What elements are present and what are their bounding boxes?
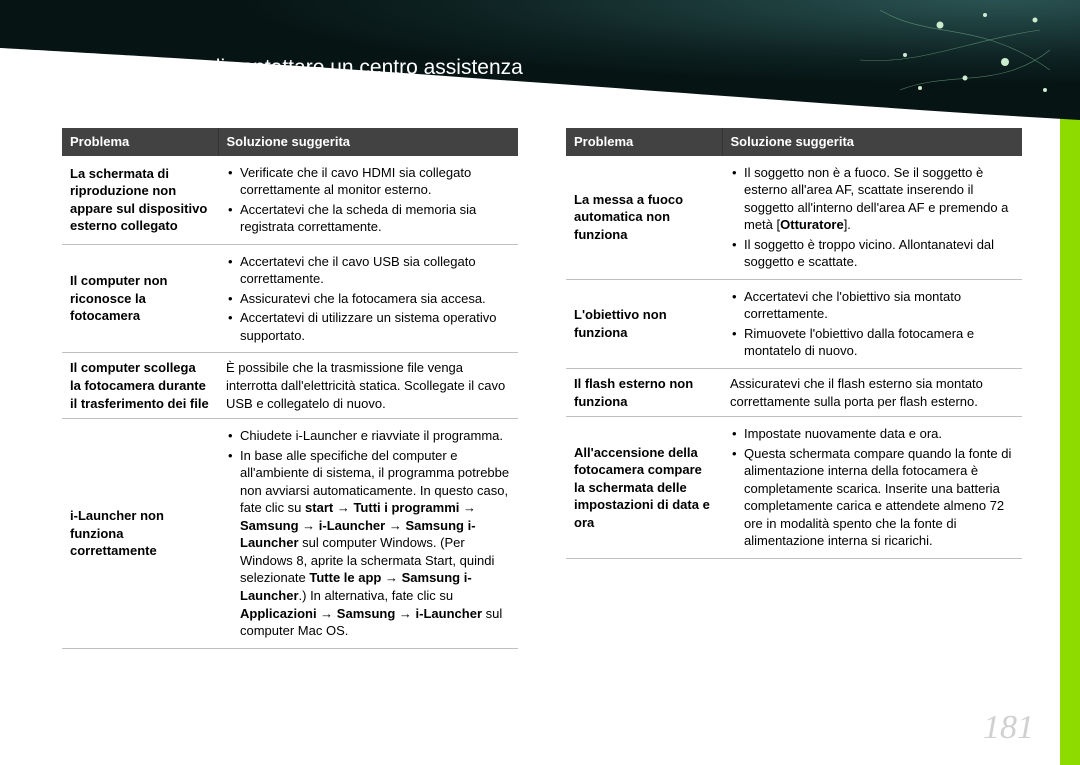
problem-cell: Il computer non riconosce la fotocamera (62, 244, 218, 353)
solution-cell: Assicuratevi che il flash esterno sia mo… (722, 369, 1022, 417)
troubleshoot-table-right: Problema Soluzione suggerita La messa a … (566, 128, 1022, 559)
list-item: Assicuratevi che la fotocamera sia acces… (226, 290, 510, 308)
breadcrumb: Appendice > (66, 61, 148, 77)
table-row: Il computer scollega la fotocamera duran… (62, 353, 518, 419)
problem-cell: La messa a fuoco automatica non funziona (566, 156, 722, 280)
table-row: Il computer non riconosce la fotocameraA… (62, 244, 518, 353)
th-problem: Problema (566, 128, 722, 156)
list-item: In base alle specifiche del computer e a… (226, 447, 510, 640)
list-item: Questa schermata compare quando la fonte… (730, 445, 1014, 550)
list-item: Accertatevi che l'obiettivo sia montato … (730, 288, 1014, 323)
solution-cell: Accertatevi che il cavo USB sia collegat… (218, 244, 518, 353)
solution-cell: Chiudete i-Launcher e riavviate il progr… (218, 419, 518, 649)
troubleshoot-table-left: Problema Soluzione suggerita La schermat… (62, 128, 518, 649)
table-row: La schermata di riproduzione non appare … (62, 156, 518, 245)
solution-cell: Accertatevi che l'obiettivo sia montato … (722, 279, 1022, 368)
list-item: Rimuovete l'obiettivo dalla fotocamera e… (730, 325, 1014, 360)
th-problem: Problema (62, 128, 218, 156)
solution-list: Accertatevi che il cavo USB sia collegat… (226, 253, 510, 345)
list-item: Chiudete i-Launcher e riavviate il progr… (226, 427, 510, 445)
list-item: Il soggetto è troppo vicino. Allontanate… (730, 236, 1014, 271)
problem-cell: Il computer scollega la fotocamera duran… (62, 353, 218, 419)
page: Appendice > Prima di contattare un centr… (0, 0, 1080, 765)
list-item: Accertatevi che il cavo USB sia collegat… (226, 253, 510, 288)
list-item: Accertatevi di utilizzare un sistema ope… (226, 309, 510, 344)
right-column: Problema Soluzione suggerita La messa a … (566, 128, 1022, 649)
table-row: i-Launcher non funziona correttamente Chi… (62, 419, 518, 649)
solution-list: Il soggetto non è a fuoco. Se il soggett… (730, 164, 1014, 271)
solution-text: Assicuratevi che il flash esterno sia mo… (730, 376, 983, 409)
table-row: Il flash esterno non funzionaAssicuratev… (566, 369, 1022, 417)
th-solution: Soluzione suggerita (218, 128, 518, 156)
table-row: L'obiettivo non funzionaAccertatevi che … (566, 279, 1022, 368)
table-row: La messa a fuoco automatica non funziona… (566, 156, 1022, 280)
page-title: Prima di contattare un centro assistenza (148, 56, 523, 79)
content-area: Problema Soluzione suggerita La schermat… (62, 128, 1022, 649)
solution-text: È possibile che la trasmissione file ven… (226, 360, 505, 410)
problem-cell: L'obiettivo non funziona (566, 279, 722, 368)
left-column: Problema Soluzione suggerita La schermat… (62, 128, 518, 649)
problem-cell: La schermata di riproduzione non appare … (62, 156, 218, 245)
list-item: Il soggetto non è a fuoco. Se il soggett… (730, 164, 1014, 234)
solution-cell: Verificate che il cavo HDMI sia collegat… (218, 156, 518, 245)
list-item: Impostate nuovamente data e ora. (730, 425, 1014, 443)
solution-list: Verificate che il cavo HDMI sia collegat… (226, 164, 510, 236)
problem-cell: i-Launcher non funziona correttamente (62, 419, 218, 649)
solution-cell: Il soggetto non è a fuoco. Se il soggett… (722, 156, 1022, 280)
problem-cell: Il flash esterno non funziona (566, 369, 722, 417)
solution-list: Accertatevi che l'obiettivo sia montato … (730, 288, 1014, 360)
th-solution: Soluzione suggerita (722, 128, 1022, 156)
solution-list: Chiudete i-Launcher e riavviate il progr… (226, 427, 510, 640)
problem-cell: All'accensione della fotocamera compare … (566, 417, 722, 559)
list-item: Verificate che il cavo HDMI sia collegat… (226, 164, 510, 199)
page-number: 181 (983, 709, 1034, 747)
list-item: Accertatevi che la scheda di memoria sia… (226, 201, 510, 236)
solution-list: Impostate nuovamente data e ora. Questa s… (730, 425, 1014, 550)
solution-cell: Impostate nuovamente data e ora. Questa s… (722, 417, 1022, 559)
side-accent-bar (1060, 0, 1080, 765)
table-row: All'accensione della fotocamera compare … (566, 417, 1022, 559)
page-header: Appendice > Prima di contattare un centr… (66, 56, 523, 80)
solution-cell: È possibile che la trasmissione file ven… (218, 353, 518, 419)
